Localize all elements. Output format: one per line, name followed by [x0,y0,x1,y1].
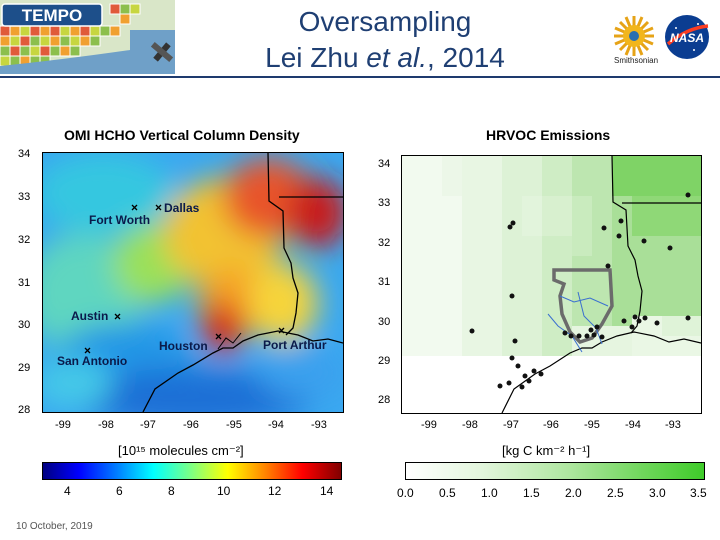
left-x-tick: -93 [311,419,327,431]
right-x-tick: -98 [462,419,478,431]
left-colorbar-tick: 12 [268,484,282,498]
san-antonio-marker [84,347,91,354]
right-y-tick: 30 [378,316,391,328]
left-colorbar [42,462,342,480]
right-colorbar-tick: 2.0 [565,486,582,500]
hcho-density-map: Fort Worth Dallas Austin San Antonio Hou… [42,152,344,413]
right-y-tick: 31 [378,276,391,288]
slide-title-line1: Oversampling [298,6,472,37]
right-x-tick: -95 [584,419,600,431]
right-x-tick: -99 [421,419,437,431]
right-colorbar [405,462,705,480]
emission-source-dots [469,192,691,390]
left-x-tick: -97 [140,419,156,431]
right-x-tick: -94 [625,419,641,431]
right-y-tick: 29 [378,355,391,367]
right-colorbar-tick: 1.0 [481,486,498,500]
left-x-tick: -95 [226,419,242,431]
left-colorbar-tick: 10 [217,484,231,498]
right-panel-title: HRVOC Emissions [486,127,611,143]
city-label-dallas: Dallas [164,201,200,215]
right-unit-label: [kg C km⁻² h⁻¹] [502,443,591,458]
nasa-meatball-icon: NASA [665,15,709,59]
author-etal: et al. [366,42,427,73]
right-y-tick: 34 [378,158,391,170]
publication-year: , 2014 [427,42,505,73]
houston-marker [215,333,222,340]
port-arthur-marker [278,327,285,334]
city-label-fort-worth: Fort Worth [89,213,151,227]
right-y-tick: 33 [378,197,391,209]
left-x-tick: -99 [55,419,71,431]
left-y-tick: 32 [18,234,31,246]
left-unit-label: [10¹⁵ molecules cm⁻²] [118,443,244,458]
city-label-san-antonio: San Antonio [57,354,128,368]
header-divider [0,76,720,78]
left-y-tick: 33 [18,191,31,203]
right-colorbar-tick: 1.5 [523,486,540,500]
right-x-tick: -97 [503,419,519,431]
right-colorbar-tick: 3.5 [690,486,707,500]
right-colorbar-tick: 0.5 [439,486,456,500]
fort-worth-marker [131,204,138,211]
right-colorbar-tick: 3.0 [649,486,666,500]
left-y-tick: 34 [18,148,31,160]
left-panel-title: OMI HCHO Vertical Column Density [64,127,300,143]
city-label-port-arthur: Port Arthur [263,338,327,352]
tempo-logo-text: TEMPO [22,6,82,25]
left-colorbar-tick: 6 [116,484,123,498]
nasa-logo-text: NASA [670,31,704,45]
tempo-map-graphic: TEMPO [0,0,175,74]
city-label-austin: Austin [71,309,109,323]
left-y-tick: 30 [18,319,31,331]
author-name: Lei Zhu [265,42,367,73]
left-x-tick: -96 [183,419,199,431]
right-colorbar-tick: 0.0 [397,486,414,500]
right-x-tick: -93 [665,419,681,431]
city-label-houston: Houston [159,339,208,353]
right-y-tick: 32 [378,237,391,249]
tempo-logo-banner: TEMPO [0,0,175,74]
left-y-tick: 29 [18,362,31,374]
smithsonian-sun-icon [614,16,654,56]
left-colorbar-tick: 14 [320,484,334,498]
left-colorbar-tick: 8 [168,484,175,498]
right-y-tick: 28 [378,394,391,406]
left-x-tick: -94 [268,419,284,431]
hrvoc-emissions-map [401,155,702,414]
dallas-marker [155,204,162,211]
right-colorbar-tick: 2.5 [607,486,624,500]
right-x-tick: -96 [543,419,559,431]
left-colorbar-tick: 4 [64,484,71,498]
left-y-tick: 28 [18,404,31,416]
footer-date: 10 October, 2019 [16,521,93,532]
smithsonian-label: Smithsonian [614,56,659,65]
left-x-tick: -98 [98,419,114,431]
left-y-tick: 31 [18,277,31,289]
slide-title-line2: Lei Zhu et al., 2014 [200,41,570,75]
austin-marker [114,313,121,320]
